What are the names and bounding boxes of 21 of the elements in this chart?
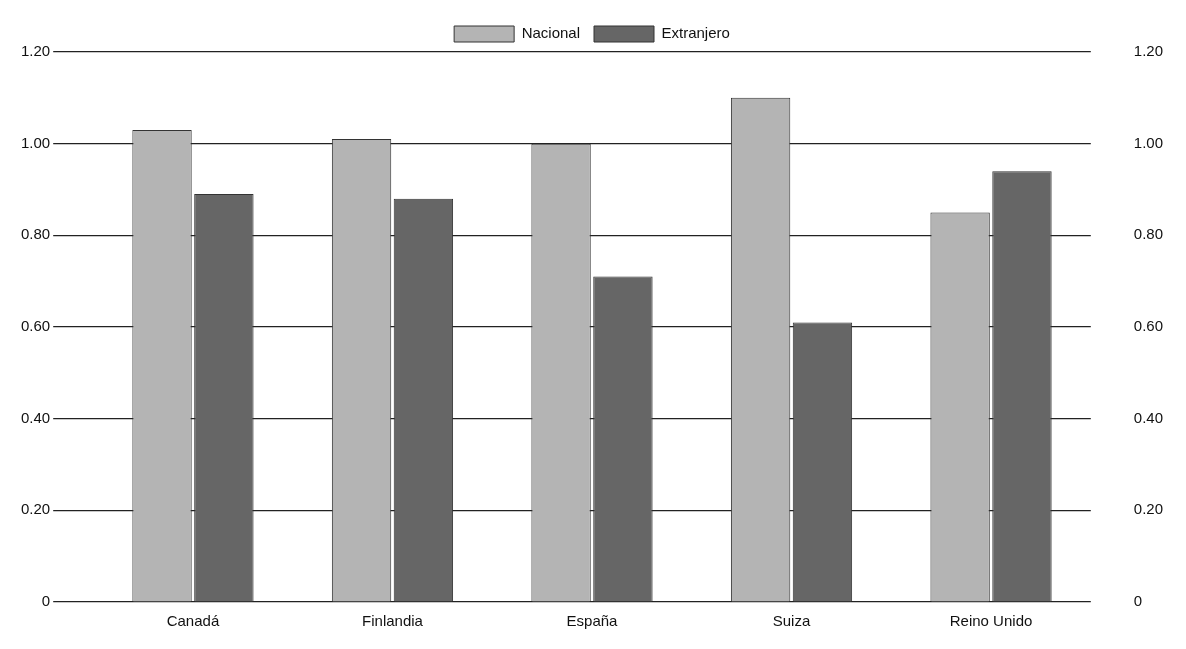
- y-tick-label: 0.20: [20, 500, 51, 518]
- y-tick-label: 1.00: [20, 133, 51, 151]
- y2-tick-label: 0.60: [1133, 317, 1164, 335]
- y2-tick-label: 0: [1133, 592, 1143, 610]
- y-tick-label: 0.80: [20, 225, 51, 243]
- x-tick-label: Suiza: [772, 612, 811, 630]
- y-tick-label: 0.60: [20, 317, 51, 335]
- y2-tick-label: 1.00: [1133, 133, 1164, 151]
- y2-tick-label: 0.20: [1133, 500, 1164, 518]
- x-tick-label: Reino Unido: [949, 612, 1033, 630]
- x-tick-label: España: [566, 612, 619, 630]
- legend-label: Extranjero: [661, 24, 730, 42]
- y2-tick-label: 0.40: [1133, 408, 1164, 426]
- y-tick-label: 1.20: [20, 42, 51, 60]
- x-tick-label: Finlandia: [362, 612, 424, 630]
- x-tick-label: Canadá: [166, 612, 220, 630]
- y-tick-label: 0: [41, 592, 51, 610]
- y2-tick-label: 1.20: [1133, 42, 1164, 60]
- y-tick-label: 0.40: [20, 408, 51, 426]
- legend-label: Nacional: [521, 24, 581, 42]
- y2-tick-label: 0.80: [1133, 225, 1164, 243]
